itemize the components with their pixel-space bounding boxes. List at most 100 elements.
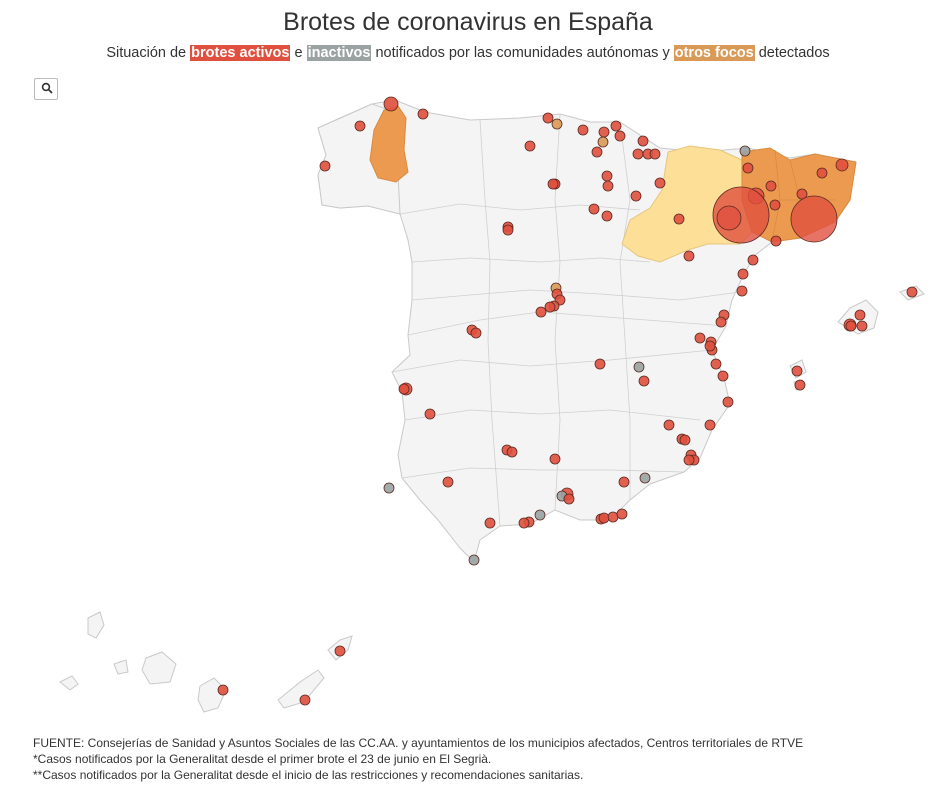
active-outbreak-marker[interactable] <box>845 320 857 332</box>
canary-islands <box>59 611 353 713</box>
active-outbreak-marker[interactable] <box>484 517 496 529</box>
active-outbreak-marker[interactable] <box>319 160 331 172</box>
legend-other-focus-label: otros focos <box>673 45 755 61</box>
active-outbreak-marker[interactable] <box>794 379 806 391</box>
subtitle-text: notificados por las comunidades autónoma… <box>371 45 674 61</box>
active-outbreak-marker[interactable] <box>601 170 613 182</box>
inactive-outbreak-marker[interactable] <box>633 361 645 373</box>
active-outbreak-marker[interactable] <box>765 180 777 192</box>
active-outbreak-marker[interactable] <box>683 454 695 466</box>
active-outbreak-marker[interactable] <box>610 120 622 132</box>
subtitle-text: e <box>290 45 307 61</box>
active-outbreak-marker[interactable] <box>616 508 628 520</box>
map-subtitle: Situación de brotes activos e inactivos … <box>0 45 936 61</box>
active-outbreak-marker[interactable] <box>704 419 716 431</box>
active-outbreak-marker[interactable] <box>601 210 613 222</box>
inactive-outbreak-marker[interactable] <box>639 472 651 484</box>
active-outbreak-marker[interactable] <box>577 124 589 136</box>
active-outbreak-marker[interactable] <box>715 316 727 328</box>
legend-inactive-label: inactivos <box>306 45 372 61</box>
active-outbreak-marker[interactable] <box>506 446 518 458</box>
active-outbreak-marker[interactable] <box>547 178 559 190</box>
active-outbreak-marker[interactable] <box>673 213 685 225</box>
highlight-region-lugo <box>369 105 409 183</box>
active-outbreak-marker[interactable] <box>470 327 482 339</box>
inactive-outbreak-marker[interactable] <box>383 482 395 494</box>
search-icon <box>41 82 53 94</box>
active-outbreak-marker[interactable] <box>704 340 716 352</box>
active-outbreak-marker[interactable] <box>638 375 650 387</box>
map-title: Brotes de coronavirus en España <box>283 8 653 36</box>
active-outbreak-marker[interactable] <box>694 332 706 344</box>
active-outbreak-marker[interactable] <box>770 235 782 247</box>
inactive-outbreak-marker[interactable] <box>739 145 751 157</box>
active-outbreak-marker[interactable] <box>598 512 610 524</box>
subtitle-text: detectados <box>754 45 830 61</box>
active-outbreak-marker[interactable] <box>217 684 229 696</box>
active-outbreak-marker[interactable] <box>637 135 649 147</box>
active-outbreak-marker[interactable] <box>716 205 742 231</box>
active-outbreak-marker[interactable] <box>354 120 366 132</box>
footnote-1: *Casos notificados por la Generalitat de… <box>33 752 492 766</box>
active-outbreak-marker[interactable] <box>383 96 399 112</box>
active-outbreak-marker[interactable] <box>542 112 554 124</box>
active-outbreak-marker[interactable] <box>630 190 642 202</box>
active-outbreak-marker[interactable] <box>518 517 530 529</box>
active-outbreak-marker[interactable] <box>602 180 614 192</box>
active-outbreak-marker[interactable] <box>524 140 536 152</box>
active-outbreak-marker[interactable] <box>549 453 561 465</box>
map-search-button[interactable] <box>34 78 58 100</box>
active-outbreak-marker[interactable] <box>563 493 575 505</box>
inactive-outbreak-marker[interactable] <box>468 554 480 566</box>
active-outbreak-marker[interactable] <box>649 148 661 160</box>
source-note: FUENTE: Consejerías de Sanidad y Asuntos… <box>33 736 804 750</box>
active-outbreak-marker[interactable] <box>654 177 666 189</box>
active-outbreak-marker[interactable] <box>736 285 748 297</box>
legend-active-label: brotes activos <box>190 45 291 61</box>
active-outbreak-marker[interactable] <box>835 158 849 172</box>
active-outbreak-marker[interactable] <box>598 126 610 138</box>
balearic-islands <box>789 285 925 391</box>
active-outbreak-marker[interactable] <box>717 370 729 382</box>
active-outbreak-marker[interactable] <box>856 320 868 332</box>
active-outbreak-marker[interactable] <box>398 383 410 395</box>
outbreak-markers[interactable] <box>217 96 918 706</box>
active-outbreak-marker[interactable] <box>854 309 866 321</box>
active-outbreak-marker[interactable] <box>632 148 644 160</box>
active-outbreak-marker[interactable] <box>424 408 436 420</box>
active-outbreak-marker[interactable] <box>607 511 619 523</box>
active-outbreak-marker[interactable] <box>299 694 311 706</box>
active-outbreak-marker[interactable] <box>544 301 556 313</box>
active-outbreak-marker[interactable] <box>679 434 691 446</box>
active-outbreak-marker[interactable] <box>618 476 630 488</box>
active-outbreak-marker[interactable] <box>742 162 754 174</box>
active-outbreak-marker[interactable] <box>417 108 429 120</box>
active-outbreak-marker[interactable] <box>334 645 346 657</box>
other-focus-marker[interactable] <box>597 136 609 148</box>
subtitle-text: Situación de <box>106 45 191 61</box>
active-outbreak-marker[interactable] <box>683 250 695 262</box>
active-outbreak-marker[interactable] <box>442 476 454 488</box>
footnote-2: **Casos notificados por la Generalitat d… <box>33 768 584 782</box>
active-outbreak-marker[interactable] <box>588 203 600 215</box>
active-outbreak-marker[interactable] <box>502 224 514 236</box>
active-outbreak-marker[interactable] <box>535 306 547 318</box>
active-outbreak-marker[interactable] <box>816 167 828 179</box>
map-footer: FUENTE: Consejerías de Sanidad y Asuntos… <box>33 735 803 783</box>
active-outbreak-marker[interactable] <box>790 195 838 243</box>
inactive-outbreak-marker[interactable] <box>534 509 546 521</box>
active-outbreak-marker[interactable] <box>663 419 675 431</box>
other-focus-marker[interactable] <box>551 118 563 130</box>
active-outbreak-marker[interactable] <box>737 268 749 280</box>
active-outbreak-marker[interactable] <box>769 199 781 211</box>
province-borders <box>391 113 741 527</box>
active-outbreak-marker[interactable] <box>791 365 803 377</box>
active-outbreak-marker[interactable] <box>594 358 606 370</box>
active-outbreak-marker[interactable] <box>722 396 734 408</box>
active-outbreak-marker[interactable] <box>591 146 603 158</box>
active-outbreak-marker[interactable] <box>710 358 722 370</box>
active-outbreak-marker[interactable] <box>906 286 918 298</box>
active-outbreak-marker[interactable] <box>747 254 759 266</box>
active-outbreak-marker[interactable] <box>614 130 626 142</box>
